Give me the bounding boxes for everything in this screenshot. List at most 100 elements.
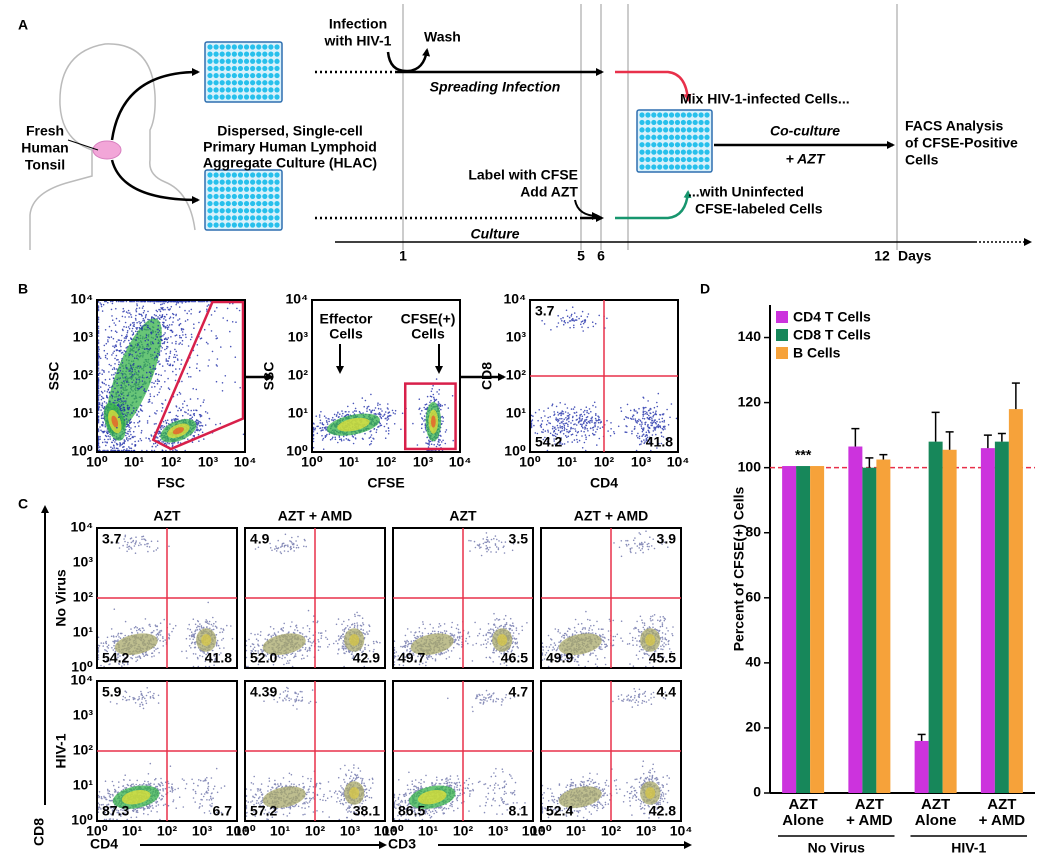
density-core [645,787,655,799]
well [669,112,674,117]
quadrant-value: 41.8 [646,434,673,450]
well [681,112,686,117]
well [268,208,273,213]
x-tick-label: 10² [453,823,474,839]
quadrant-value: 52.4 [546,803,573,819]
well [238,194,243,199]
well [675,120,680,125]
bar [848,447,862,793]
well [262,87,267,92]
well [226,187,231,192]
infection-label: with HIV-1 [324,33,392,49]
well [639,142,644,147]
well [693,120,698,125]
y-tick-label: 10⁴ [286,291,309,307]
well [244,59,249,64]
bar [981,448,995,793]
well [639,150,644,155]
x-tick-label: 10⁴ [670,823,693,839]
mix-label: Mix HIV-1-infected Cells... [680,91,850,107]
figure-canvas: AFreshHumanTonsilInfectionwith HIV-1Wash… [0,0,1039,859]
well [262,194,267,199]
well [238,201,243,206]
y-tick-label: 10² [73,367,94,383]
x-tick-label: 10² [157,823,178,839]
quadrant-value: 54.2 [535,434,562,450]
y-tick-label: 10² [73,589,94,605]
well [207,52,212,57]
quadrant-value: 52.0 [250,650,277,666]
well [639,112,644,117]
well [226,80,231,85]
bar [810,466,824,793]
hlac-label: Primary Human Lymphoid [203,139,377,155]
well [207,66,212,71]
x-tick-label: 10⁴ [667,454,690,470]
x-tick-label: 10¹ [557,454,578,470]
well [268,52,273,57]
well [274,222,279,227]
well [244,73,249,78]
arrow [615,192,688,218]
x-axis-label: CD4 [90,836,118,852]
well [207,94,212,99]
x-axis-label: CD4 [590,475,618,491]
x-axis-label: CFSE [367,475,404,491]
hlac-label: Dispersed, Single-cell [217,123,363,139]
well [207,180,212,185]
well [687,127,692,132]
well [226,59,231,64]
y-tick-label: 10³ [73,707,94,723]
well [213,94,218,99]
well [207,172,212,177]
well [651,112,656,117]
well [669,127,674,132]
arrow [112,160,198,200]
well [687,157,692,162]
well [244,215,249,220]
annotation: CFSE(+) [401,311,456,327]
well [657,120,662,125]
well [268,73,273,78]
well [669,150,674,155]
well [262,208,267,213]
quadrant-value: 41.8 [205,650,232,666]
y-tick-label: 10¹ [73,624,94,640]
bar [929,442,943,793]
well [207,44,212,49]
legend-label: CD8 T Cells [793,327,871,343]
well [663,120,668,125]
well [220,87,225,92]
quadrant-value: 42.8 [649,803,676,819]
well [232,44,237,49]
x-tick-label: 10³ [192,823,213,839]
x-tick-label: 10³ [198,454,219,470]
pointer [68,140,98,150]
well [651,157,656,162]
well [687,142,692,147]
quadrant-value: 54.2 [102,650,129,666]
well [681,157,686,162]
well [675,157,680,162]
well [645,135,650,140]
well [244,194,249,199]
well [250,59,255,64]
well [213,172,218,177]
well [268,215,273,220]
panel-label: B [18,281,28,297]
y-tick-label: 10⁴ [71,672,94,688]
panel-label: C [18,496,28,512]
well [704,150,709,155]
y-tick-label: 20 [745,719,761,735]
well [268,201,273,206]
x-tick-label: AZT Alone [901,797,971,829]
x-tick-label: 10⁰ [530,823,552,839]
well [244,94,249,99]
column-header: AZT [153,508,181,524]
well [663,164,668,169]
day-label: 6 [597,248,605,264]
annotation: *** [795,447,812,463]
well [645,164,650,169]
well [232,59,237,64]
well [238,172,243,177]
